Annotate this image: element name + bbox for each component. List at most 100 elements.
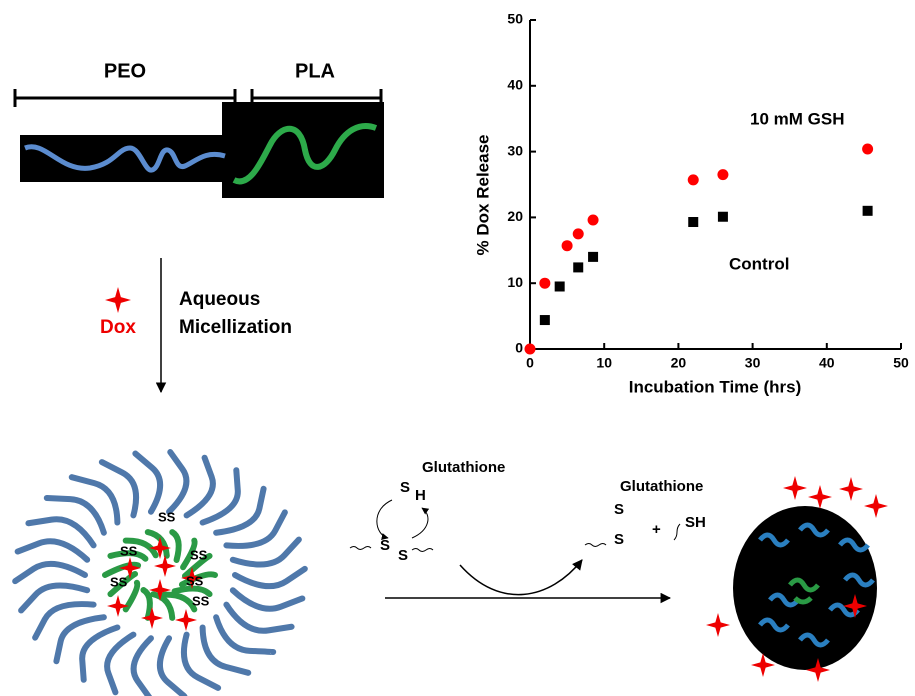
drug-icon xyxy=(843,594,867,618)
core-chain xyxy=(180,537,198,571)
bond-label: SS xyxy=(190,547,208,562)
point xyxy=(688,217,699,228)
corona-chain xyxy=(53,614,107,665)
core-chain xyxy=(107,550,149,562)
arrow xyxy=(411,507,430,539)
annotation: Control xyxy=(729,254,789,273)
drug-icon xyxy=(105,287,131,313)
corona-chain xyxy=(838,537,870,553)
corona-chain xyxy=(232,565,308,590)
x-tick-label: 30 xyxy=(745,355,761,371)
core-chain xyxy=(161,591,198,613)
drug-icon xyxy=(149,579,171,601)
x-tick-label: 20 xyxy=(671,355,687,371)
core-chain xyxy=(122,537,159,559)
atom: S xyxy=(400,479,410,496)
pla-chain xyxy=(232,123,378,185)
point xyxy=(539,277,551,289)
drug-icon xyxy=(864,494,888,518)
drug-icon xyxy=(808,485,832,509)
corona-chain xyxy=(229,536,302,568)
step-label: Aqueous xyxy=(179,289,260,310)
x-axis-label: Incubation Time (hrs) xyxy=(629,377,802,396)
corona-chain xyxy=(843,572,875,588)
corona-chain xyxy=(213,485,267,536)
core-chain xyxy=(178,571,218,588)
point xyxy=(524,343,536,355)
block-label: PLA xyxy=(295,60,335,82)
drug-icon xyxy=(751,653,775,677)
drug-label: Dox xyxy=(100,317,136,338)
corona-chain xyxy=(828,602,860,618)
arrow xyxy=(459,559,583,596)
corona-chain xyxy=(25,516,97,549)
corona-chain xyxy=(12,560,88,585)
squiggle xyxy=(584,523,681,547)
product-name: Glutathione xyxy=(620,478,703,495)
corona-chain xyxy=(199,467,241,526)
y-tick-label: 0 xyxy=(515,340,523,356)
x-tick-label: 0 xyxy=(526,355,534,371)
corona-chain xyxy=(199,624,252,676)
corona-chain xyxy=(43,494,107,536)
y-tick-label: 30 xyxy=(507,142,523,158)
point xyxy=(561,240,573,252)
degraded-micelle xyxy=(706,476,888,682)
reactant-name: Glutathione xyxy=(422,459,505,476)
corona-chain xyxy=(229,587,306,612)
x-tick-label: 10 xyxy=(596,355,612,371)
point xyxy=(687,174,699,186)
reaction: Glutathione S H S S Glutathione S S + SH xyxy=(349,459,706,604)
core-chain xyxy=(171,585,213,598)
core-chain xyxy=(140,586,153,621)
point xyxy=(539,315,550,326)
arrow xyxy=(376,499,393,540)
peo-box xyxy=(20,135,224,182)
drug-icon xyxy=(706,613,730,637)
drug-icon xyxy=(181,567,203,589)
core-chain xyxy=(788,577,820,605)
corona-chain xyxy=(104,631,137,696)
point xyxy=(717,169,729,181)
atom: H xyxy=(415,487,426,504)
y-tick-label: 40 xyxy=(507,77,523,93)
annotation: 10 mM GSH xyxy=(750,109,844,128)
corona-chain xyxy=(758,532,790,548)
step-label: Micellization xyxy=(179,317,292,338)
core-chain xyxy=(122,579,141,613)
core-chain xyxy=(150,591,176,621)
drug-icon xyxy=(806,658,830,682)
bond-label: SS xyxy=(110,574,128,589)
corona-chain xyxy=(32,601,97,641)
micelle xyxy=(12,449,308,696)
bond-label: SS xyxy=(186,573,204,588)
point xyxy=(572,228,584,240)
point xyxy=(588,251,599,262)
corona-chain xyxy=(758,617,790,633)
corona-chain xyxy=(223,601,295,634)
point xyxy=(554,281,565,292)
corona-chain xyxy=(166,449,190,515)
drug-icon xyxy=(119,557,141,579)
corona-chain xyxy=(798,522,830,538)
drug-icon xyxy=(107,595,129,617)
corona-chain xyxy=(768,592,800,608)
squiggle xyxy=(349,546,434,552)
atom: S xyxy=(614,531,624,548)
corona-chain xyxy=(183,454,216,519)
point xyxy=(573,262,584,273)
bond-label: SS xyxy=(120,543,138,558)
point xyxy=(862,205,873,216)
drug-icon xyxy=(839,477,863,501)
chart: 10 mM GSH Control Incubation Time (hrs) … xyxy=(473,11,909,397)
bond-label: SS xyxy=(192,593,210,608)
copolymer: PEO PLA xyxy=(13,60,384,198)
atom: S xyxy=(614,501,624,518)
y-axis-label: % Dox Release xyxy=(473,135,492,256)
drug-icon xyxy=(783,476,807,500)
bond-label: SS xyxy=(158,509,176,524)
corona-chain xyxy=(18,582,91,614)
corona-chain xyxy=(14,538,91,563)
atom: S xyxy=(398,547,408,564)
